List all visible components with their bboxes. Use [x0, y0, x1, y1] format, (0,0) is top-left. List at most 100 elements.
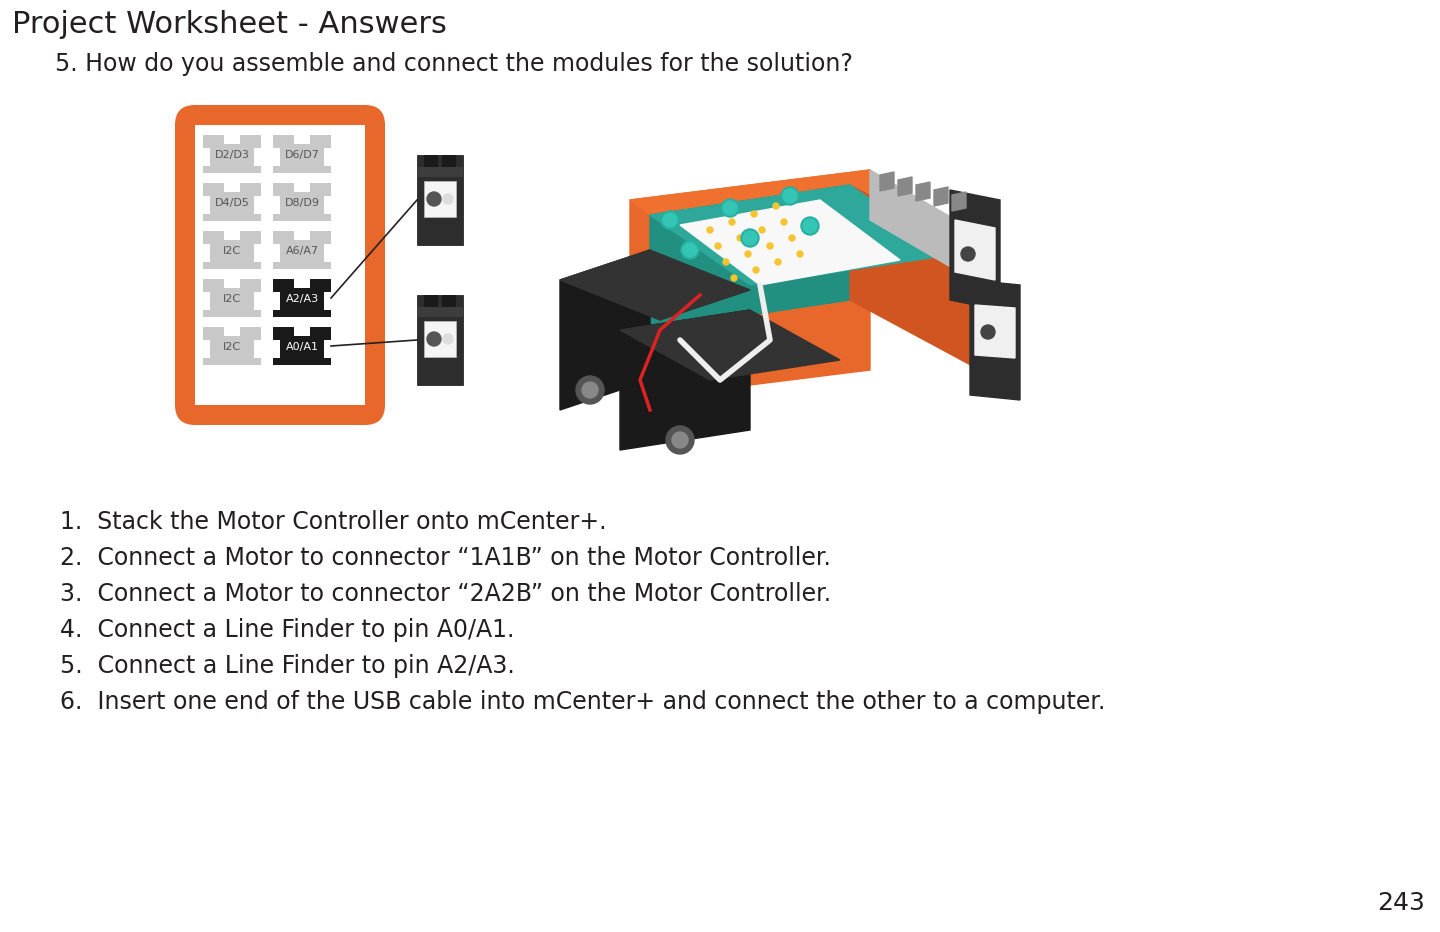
Bar: [423, 155, 438, 167]
Text: 1.  Stack the Motor Controller onto mCenter+.: 1. Stack the Motor Controller onto mCent…: [60, 510, 606, 534]
Circle shape: [444, 194, 454, 204]
Text: 243: 243: [1377, 891, 1426, 915]
Circle shape: [780, 219, 788, 225]
Bar: [203, 135, 261, 173]
Bar: [203, 148, 210, 166]
Polygon shape: [870, 170, 991, 290]
Circle shape: [723, 201, 737, 215]
Circle shape: [661, 211, 680, 229]
Bar: [203, 279, 261, 317]
Circle shape: [428, 332, 441, 346]
Bar: [324, 148, 331, 166]
Text: D2/D3: D2/D3: [215, 150, 249, 160]
Circle shape: [744, 251, 752, 257]
Circle shape: [729, 219, 734, 225]
Circle shape: [960, 247, 975, 261]
Circle shape: [775, 259, 780, 265]
Bar: [423, 295, 438, 307]
Bar: [324, 196, 331, 214]
Bar: [203, 244, 210, 262]
Circle shape: [721, 199, 739, 217]
FancyBboxPatch shape: [176, 105, 384, 425]
Circle shape: [759, 227, 765, 233]
Circle shape: [683, 243, 697, 257]
Bar: [274, 183, 331, 221]
Circle shape: [672, 432, 688, 448]
Bar: [423, 321, 456, 357]
Circle shape: [789, 235, 795, 241]
Polygon shape: [621, 310, 840, 380]
Bar: [274, 327, 331, 365]
Circle shape: [737, 235, 743, 241]
Circle shape: [796, 251, 804, 257]
Circle shape: [444, 334, 454, 344]
Polygon shape: [935, 187, 948, 206]
Circle shape: [723, 259, 729, 265]
Bar: [274, 196, 279, 214]
Circle shape: [801, 217, 819, 235]
Text: A0/A1: A0/A1: [285, 342, 318, 352]
Circle shape: [804, 219, 816, 233]
Bar: [203, 183, 261, 221]
Circle shape: [783, 189, 796, 203]
Polygon shape: [680, 200, 900, 285]
Circle shape: [576, 376, 603, 404]
Bar: [274, 340, 279, 358]
Bar: [225, 327, 240, 336]
Text: I2C: I2C: [223, 342, 240, 352]
Circle shape: [753, 267, 759, 273]
Bar: [253, 244, 261, 262]
Circle shape: [752, 211, 757, 217]
Text: D4/D5: D4/D5: [215, 198, 249, 208]
Bar: [203, 196, 210, 214]
Bar: [274, 292, 279, 310]
Polygon shape: [880, 172, 894, 191]
Polygon shape: [560, 250, 750, 320]
Text: I2C: I2C: [223, 294, 240, 304]
Circle shape: [780, 187, 799, 205]
Text: 6.  Insert one end of the USB cable into mCenter+ and connect the other to a com: 6. Insert one end of the USB cable into …: [60, 690, 1106, 714]
Text: 4.  Connect a Line Finder to pin A0/A1.: 4. Connect a Line Finder to pin A0/A1.: [60, 618, 514, 642]
Text: 5. How do you assemble and connect the modules for the solution?: 5. How do you assemble and connect the m…: [55, 52, 852, 76]
Circle shape: [665, 426, 694, 454]
Polygon shape: [971, 280, 1020, 400]
Polygon shape: [850, 185, 981, 370]
Bar: [203, 292, 210, 310]
Text: 3.  Connect a Motor to connector “2A2B” on the Motor Controller.: 3. Connect a Motor to connector “2A2B” o…: [60, 582, 831, 606]
Circle shape: [768, 243, 773, 249]
Bar: [294, 279, 310, 288]
Bar: [203, 327, 261, 365]
Bar: [253, 340, 261, 358]
Circle shape: [773, 203, 779, 209]
Polygon shape: [631, 170, 981, 280]
Bar: [294, 231, 310, 240]
Bar: [324, 292, 331, 310]
Text: I2C: I2C: [223, 246, 240, 256]
Bar: [253, 148, 261, 166]
Circle shape: [743, 231, 757, 245]
Bar: [253, 196, 261, 214]
Bar: [274, 279, 331, 317]
Circle shape: [662, 213, 677, 227]
Text: A6/A7: A6/A7: [285, 246, 318, 256]
Circle shape: [681, 241, 698, 259]
Bar: [253, 292, 261, 310]
Circle shape: [742, 229, 759, 247]
Bar: [324, 340, 331, 358]
Circle shape: [428, 192, 441, 206]
Bar: [418, 167, 464, 177]
Polygon shape: [952, 192, 966, 211]
Bar: [442, 295, 456, 307]
Bar: [418, 155, 464, 245]
Bar: [294, 327, 310, 336]
Bar: [274, 244, 279, 262]
Text: D6/D7: D6/D7: [285, 150, 320, 160]
Circle shape: [716, 243, 721, 249]
Bar: [203, 231, 261, 269]
Polygon shape: [950, 190, 999, 310]
Circle shape: [582, 382, 598, 398]
Bar: [225, 135, 240, 144]
Bar: [274, 231, 331, 269]
Bar: [274, 135, 331, 173]
Text: A2/A3: A2/A3: [285, 294, 318, 304]
